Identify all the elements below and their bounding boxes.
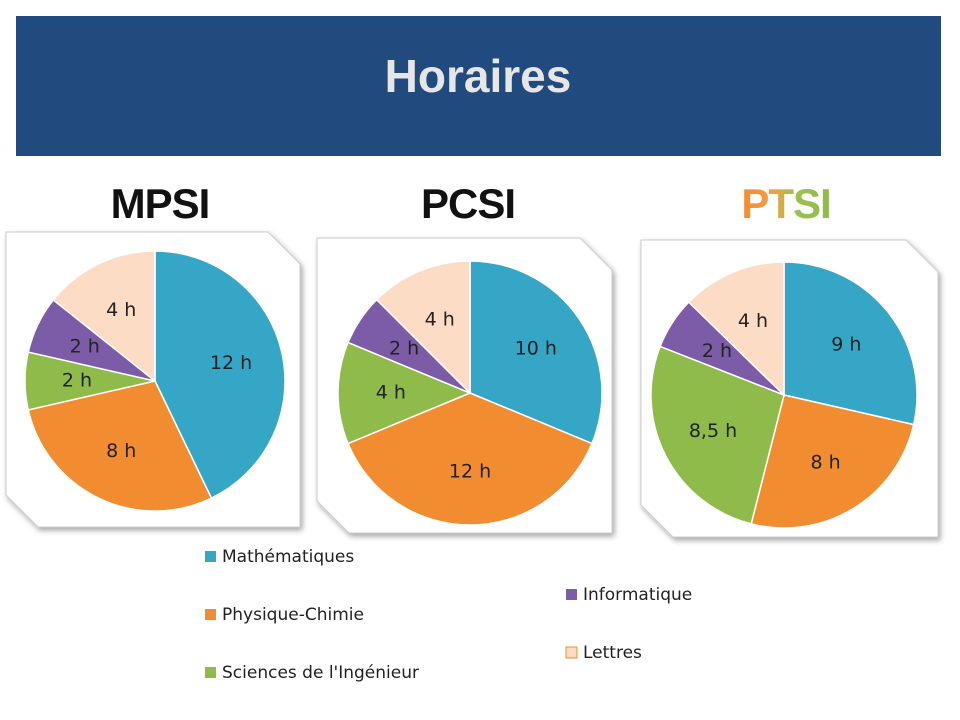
chart-title: MPSI: [111, 180, 210, 227]
slide-title: Horaires: [385, 50, 572, 102]
slice-label: 8 h: [106, 440, 136, 462]
legend-swatch: [566, 589, 577, 600]
pie-slice: [52, 250, 156, 383]
pie-slice: [469, 260, 603, 445]
legend-label: Mathématiques: [222, 547, 354, 567]
pie-slice: [750, 394, 915, 529]
legend-label: Sciences de l'Ingénieur: [222, 663, 419, 683]
pie-slice: [783, 261, 918, 426]
legend-label: Physique-Chimie: [222, 605, 364, 625]
pie-slice: [154, 250, 286, 500]
slice-label: 9 h: [831, 334, 861, 356]
pie-slice: [650, 345, 785, 525]
slice-label: 12 h: [449, 461, 491, 483]
pie-slice: [687, 261, 785, 397]
pie-slice: [337, 341, 472, 445]
legend-swatch: [205, 667, 216, 678]
legend-swatch: [205, 551, 216, 562]
pie-slice: [347, 392, 593, 526]
slice-label: 2 h: [389, 337, 419, 359]
legend-swatch: [565, 646, 578, 659]
slice-label: 4 h: [425, 308, 455, 330]
slice-label: 12 h: [210, 352, 252, 374]
pie-slice: [27, 380, 213, 512]
chart-title: PTSI: [741, 180, 830, 227]
legend-label: Lettres: [583, 643, 642, 663]
title-banner: [16, 16, 941, 156]
chart-title: PCSI: [421, 180, 515, 227]
slice-label: 8,5 h: [689, 420, 737, 442]
legend-swatch: [205, 609, 216, 620]
slice-label: 2 h: [702, 340, 732, 362]
pie-slice: [375, 260, 471, 395]
slice-label: 4 h: [376, 382, 406, 404]
slice-label: 10 h: [515, 337, 557, 359]
slice-label: 4 h: [738, 310, 768, 332]
legend-label: Informatique: [583, 585, 692, 605]
slice-label: 2 h: [62, 370, 92, 392]
slice-label: 8 h: [811, 452, 841, 474]
slice-label: 4 h: [106, 299, 136, 321]
slice-label: 2 h: [70, 336, 100, 358]
